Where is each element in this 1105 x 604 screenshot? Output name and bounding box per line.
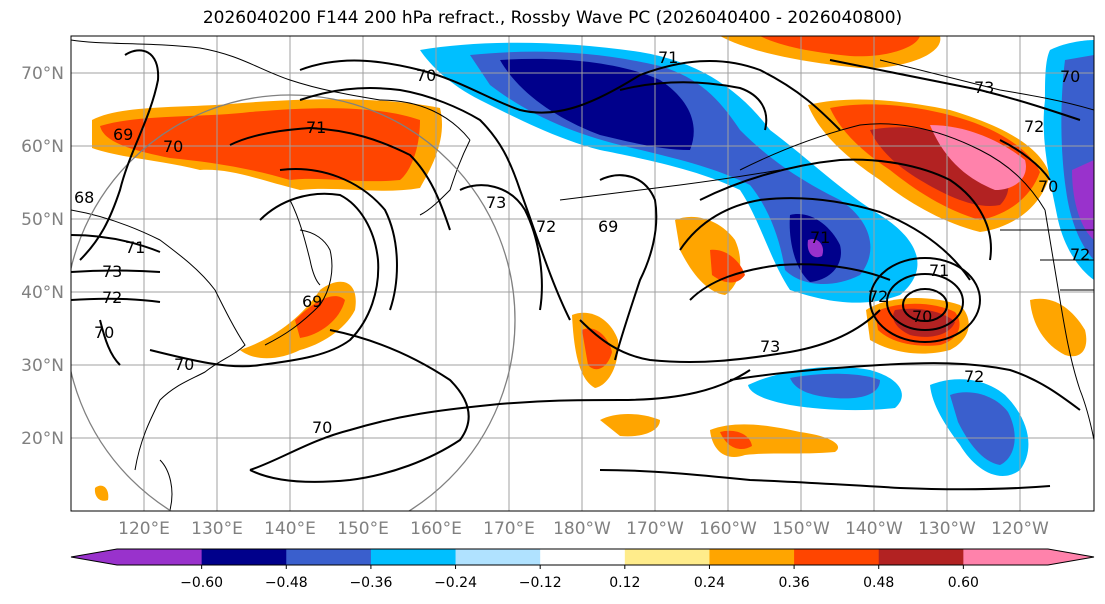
lon-label: 150°E [337, 519, 389, 539]
lat-label: 50°N [21, 210, 64, 230]
contour-label: 71 [929, 261, 949, 280]
latitude-labels: 70°N 60°N 50°N 40°N 30°N 20°N [21, 64, 64, 449]
lon-label: 130°E [191, 519, 243, 539]
colorbar-segment [963, 549, 1048, 565]
colorbar-segment [286, 549, 372, 565]
colorbar-tick-label: −0.60 [180, 575, 223, 591]
colorbar-segment [878, 549, 964, 565]
colorbar-segment [794, 549, 880, 565]
colorbar-segment [624, 549, 710, 565]
colorbar-tick-label: −0.24 [434, 575, 477, 591]
contour-label: 70 [163, 137, 183, 156]
colorbar-tick-label: −0.48 [265, 575, 308, 591]
contour-label: 69 [113, 125, 133, 144]
lon-label: 170°E [483, 519, 535, 539]
colorbar-tick-label: 0.36 [779, 575, 810, 591]
negative-anomaly-region [790, 373, 880, 399]
contour-label: 70 [912, 307, 932, 326]
colorbar: −0.60 −0.48 −0.36 −0.24 −0.12 0.12 0.24 0.36 0.4… [70, 548, 1095, 591]
contour-label: 72 [1070, 245, 1090, 264]
positive-anomaly-region [295, 296, 345, 338]
negative-anomaly-region [807, 239, 824, 258]
contour-label: 68 [74, 188, 94, 207]
negative-anomaly-region [500, 58, 694, 150]
contour-label: 72 [964, 367, 984, 386]
contour-label: 70 [94, 323, 114, 342]
longitude-labels: 120°E 130°E 140°E 150°E 160°E 170°E 180°… [118, 519, 1049, 539]
map-content: 71 70 71 69 70 68 71 73 72 70 69 70 70 7… [71, 36, 1094, 511]
colorbar-segment [370, 549, 457, 565]
lon-label: 140°E [264, 519, 316, 539]
positive-anomaly-region [582, 328, 612, 370]
map-frame [70, 35, 1095, 512]
colorbar-tick-label: 0.60 [948, 575, 979, 591]
map-title: 2026040200 F144 200 hPa refract., Rossby… [202, 8, 903, 28]
contour-label: 70 [416, 66, 436, 85]
positive-anomaly-region [100, 108, 420, 182]
colorbar-segment [117, 549, 203, 565]
contour-label: 70 [174, 355, 194, 374]
contour-label-group: 71 70 71 69 70 68 71 73 72 70 69 70 70 7… [74, 48, 1090, 437]
contour-label: 72 [536, 217, 556, 236]
colorbar-extend-arrow [71, 549, 117, 565]
contour-label: 71 [658, 48, 678, 67]
lon-label: 160°E [410, 519, 462, 539]
contour-label: 70 [1060, 67, 1080, 86]
colorbar-tick-label: −0.12 [519, 575, 562, 591]
contour-label: 70 [1038, 177, 1058, 196]
contour-label: 72 [102, 288, 122, 307]
contour-label: 73 [974, 78, 994, 97]
positive-anomaly-region [94, 485, 109, 501]
positive-anomaly-region [930, 125, 1026, 190]
lat-label: 70°N [21, 64, 64, 84]
contour-label: 69 [598, 217, 618, 236]
colorbar-segments [70, 548, 1095, 566]
contour-label: 71 [810, 228, 830, 247]
reference-circle [71, 94, 516, 511]
lat-label: 60°N [21, 137, 64, 157]
coastlines [71, 39, 1094, 511]
colorbar-segment [709, 549, 795, 565]
refractivity-contours [71, 49, 1081, 491]
contour-label: 70 [312, 418, 332, 437]
contour-label: 73 [760, 337, 780, 356]
contour-label: 73 [102, 262, 122, 281]
lat-label: 40°N [21, 283, 64, 303]
negative-anomaly-region [1072, 160, 1094, 240]
colorbar-segment [455, 549, 541, 565]
colorbar-segment [540, 549, 626, 565]
lat-label: 30°N [21, 356, 64, 376]
lon-label: 120°E [118, 519, 170, 539]
contour-label: 72 [868, 287, 888, 306]
map-gridlines [71, 36, 1094, 511]
lon-label: 180°W [553, 519, 611, 539]
contour-label: 71 [306, 118, 326, 137]
colorbar-segment [201, 549, 287, 565]
anomaly-field-shading [92, 36, 1094, 501]
positive-anomaly-region [1030, 298, 1087, 357]
lon-label: 160°W [699, 519, 757, 539]
colorbar-ticks: −0.60 −0.48 −0.36 −0.24 −0.12 0.12 0.24 0.36 0.4… [180, 565, 979, 591]
lon-label: 120°W [991, 519, 1049, 539]
contour-label: 71 [125, 238, 145, 257]
colorbar-tick-label: 0.24 [694, 575, 725, 591]
contour-label: 72 [1024, 117, 1044, 136]
lon-label: 140°W [845, 519, 903, 539]
lat-label: 20°N [21, 429, 64, 449]
colorbar-extend-arrow [1048, 549, 1094, 565]
colorbar-tick-label: 0.48 [863, 575, 894, 591]
colorbar-tick-label: −0.36 [349, 575, 392, 591]
positive-anomaly-region [760, 36, 920, 57]
contour-label: 69 [302, 292, 322, 311]
colorbar-outline [70, 548, 1095, 566]
contour-label: 73 [486, 193, 506, 212]
colorbar-tick-label: 0.12 [609, 575, 640, 591]
lon-label: 130°W [918, 519, 976, 539]
positive-anomaly-region [600, 414, 660, 437]
lon-label: 150°W [772, 519, 830, 539]
negative-anomaly-region [950, 392, 1015, 465]
lon-label: 170°W [626, 519, 684, 539]
